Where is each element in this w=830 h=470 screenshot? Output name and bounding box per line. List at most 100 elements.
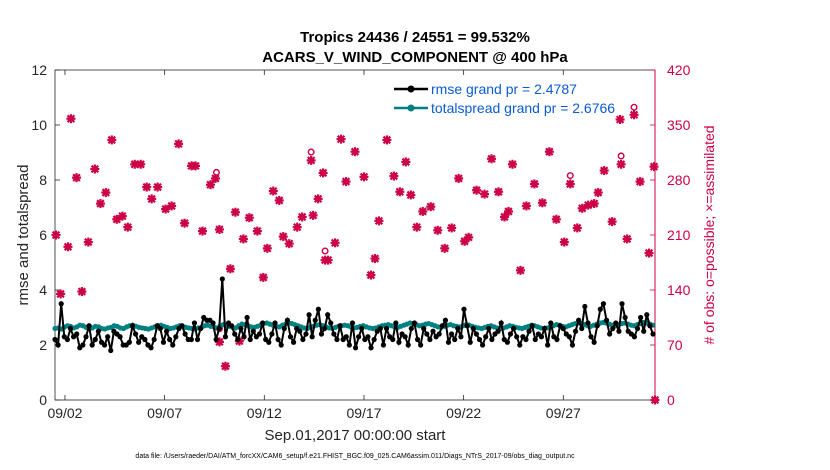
obs-assimilated-marker <box>565 179 575 189</box>
rmse-point <box>418 342 424 348</box>
x-tick-label: 09/07 <box>147 405 182 421</box>
rmse-point <box>241 334 247 340</box>
rmse-point <box>489 336 495 343</box>
obs-assimilated-marker <box>225 264 235 274</box>
obs-assimilated-marker <box>268 186 278 196</box>
rmse-point <box>136 339 142 345</box>
x-tick-label: 09/27 <box>546 405 581 421</box>
rmse-point <box>368 345 374 351</box>
obs-assimilated-marker <box>56 289 66 299</box>
obs-assimilated-marker <box>515 265 525 275</box>
x-tick-label: 09/17 <box>346 405 381 421</box>
obs-assimilated-marker <box>95 199 105 209</box>
y-axis-ticks: 0 2 4 6 8 10 12 <box>31 62 60 408</box>
rmse-point <box>64 336 70 343</box>
obs-assimilated-marker <box>142 182 152 192</box>
rmse-point <box>402 334 408 340</box>
obs-assimilated-marker <box>77 287 87 297</box>
rmse-point <box>377 325 383 332</box>
rmse-point <box>92 336 98 343</box>
obs-assimilated-marker <box>51 230 61 240</box>
x-tick-label: 09/22 <box>446 405 481 421</box>
rmse-point <box>371 336 377 343</box>
obs-assimilated-marker <box>123 222 133 232</box>
rmse-point <box>449 331 455 337</box>
rmse-point <box>95 328 101 334</box>
rmse-point <box>232 331 238 337</box>
obs-assimilated-marker <box>635 177 645 187</box>
rmse-point <box>219 276 225 282</box>
rmse-point <box>303 331 309 337</box>
x-tick-label: 09/02 <box>47 405 82 421</box>
rmse-point <box>650 331 656 337</box>
rmse-point <box>229 323 235 329</box>
obs-assimilated-marker <box>454 173 464 183</box>
rmse-point <box>638 314 644 321</box>
obs-possible-marker <box>566 172 574 180</box>
rmse-point <box>55 342 61 348</box>
rmse-point <box>284 317 290 323</box>
obs-assimilated-marker <box>395 187 405 197</box>
rmse-point <box>266 339 272 345</box>
obs-assimilated-marker <box>258 272 268 282</box>
obs-assimilated-marker <box>599 166 609 176</box>
rmse-point <box>585 320 591 326</box>
rmse-point <box>470 325 476 332</box>
rmse-point <box>439 323 445 329</box>
rmse-point <box>569 342 576 348</box>
obs-assimilated-marker <box>589 199 599 209</box>
rmse-point <box>427 336 433 343</box>
rmse-point <box>256 331 263 337</box>
rmse-point <box>105 334 111 340</box>
obs-assimilated-marker <box>205 180 215 190</box>
rmse-point <box>157 325 163 332</box>
rmse-point <box>247 336 253 343</box>
obs-assimilated-marker <box>521 201 531 211</box>
rmse-point <box>529 323 535 329</box>
y2-tick-label: 350 <box>667 117 691 133</box>
obs-assimilated-marker <box>370 254 380 264</box>
rmse-point <box>408 325 414 332</box>
rmse-point <box>269 331 275 337</box>
legend-rmse-marker <box>407 85 415 93</box>
obs-assimilated-marker <box>284 239 294 249</box>
rmse-point <box>250 328 256 334</box>
rmse-point <box>216 325 222 332</box>
obs-assimilated-marker <box>66 114 76 124</box>
y2-tick-label: 140 <box>667 282 691 298</box>
rmse-point <box>83 334 89 340</box>
rmse-point <box>74 331 80 337</box>
rmse-point <box>641 328 647 334</box>
obs-assimilated-marker <box>374 216 384 226</box>
rmse-point <box>554 336 560 343</box>
rmse-point <box>321 325 328 332</box>
rmse-point <box>380 342 387 348</box>
y2-tick-label: 280 <box>667 172 691 188</box>
legend-rmse-label: rmse grand pr = 2.4787 <box>431 81 577 97</box>
rmse-point <box>436 331 442 337</box>
obs-assimilated-marker <box>230 207 240 217</box>
rmse-point <box>504 339 510 345</box>
rmse-point <box>272 320 278 326</box>
rmse-point <box>281 325 287 332</box>
rmse-point <box>622 314 628 321</box>
rmse-point <box>58 301 64 307</box>
obs-assimilated-marker <box>214 225 224 234</box>
chart-title-line1: Tropics 24436 / 24551 = 99.532% <box>300 29 530 46</box>
rmse-point <box>483 334 489 340</box>
rmse-point <box>541 325 548 332</box>
y-tick-label: 8 <box>39 172 47 188</box>
obs-assimilated-marker <box>147 194 157 204</box>
rmse-point <box>142 336 148 343</box>
rmse-point <box>495 328 501 334</box>
rmse-point <box>179 323 185 329</box>
rmse-point <box>315 306 321 312</box>
obs-assimilated-marker <box>426 202 436 212</box>
obs-assimilated-marker <box>90 164 100 174</box>
obs-assimilated-marker <box>366 270 376 280</box>
legend: rmse grand pr = 2.4787 totalspread grand… <box>394 81 615 116</box>
rmse-point <box>526 328 532 334</box>
rmse-point <box>52 336 58 343</box>
obs-assimilated-marker <box>136 159 146 169</box>
